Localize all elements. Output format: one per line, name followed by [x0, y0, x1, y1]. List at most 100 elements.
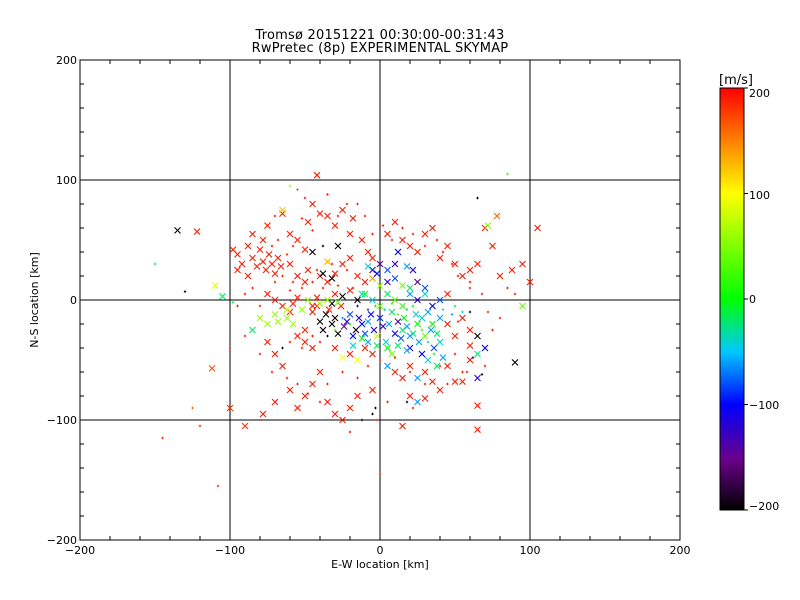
data-point-dot	[360, 418, 364, 422]
data-point-x	[349, 342, 357, 349]
x-tick-label: −200	[65, 544, 95, 557]
data-point-dot	[318, 340, 322, 344]
data-point-dot	[356, 304, 359, 308]
data-point-x	[316, 210, 324, 217]
y-tick-label: 0	[70, 294, 77, 307]
data-point-x	[424, 356, 432, 364]
colorbar-tick-label: −100	[749, 399, 779, 412]
data-point-x	[358, 320, 366, 328]
data-point-x	[361, 278, 369, 286]
data-point-x	[309, 380, 316, 388]
data-point-dot	[270, 244, 274, 248]
data-point-x	[418, 350, 426, 358]
data-point-dot	[326, 334, 329, 338]
data-point-x	[313, 171, 321, 179]
data-point-dot	[383, 308, 386, 311]
data-point-dot	[336, 214, 340, 218]
data-point-x	[174, 227, 181, 234]
y-tick-label: −200	[47, 534, 77, 547]
data-point-x	[271, 296, 279, 304]
data-point-x	[444, 320, 451, 328]
data-point-x	[526, 278, 534, 286]
data-point-dot	[288, 184, 292, 188]
data-point-x	[429, 320, 436, 328]
data-point-dot	[446, 382, 449, 386]
data-point-dot	[311, 334, 314, 338]
data-point-x	[376, 302, 384, 310]
data-point-dot	[345, 268, 349, 272]
data-point-dot	[341, 370, 344, 374]
data-point-x	[256, 314, 264, 322]
data-point-x	[388, 308, 396, 316]
data-point-x	[444, 362, 451, 370]
data-point-x	[382, 338, 390, 346]
colorbar-tick-label: 100	[749, 189, 770, 202]
data-point-x	[484, 222, 492, 229]
data-point-dot	[461, 370, 464, 374]
data-point-x	[339, 260, 346, 268]
data-point-dot	[453, 352, 457, 356]
data-point-x	[451, 260, 459, 268]
data-point-x	[358, 236, 366, 244]
data-point-x	[379, 323, 387, 330]
data-point-x	[474, 350, 481, 358]
data-point-dot	[396, 313, 400, 316]
x-tick-label: 100	[520, 544, 541, 557]
data-point-x	[294, 294, 301, 301]
data-point-x	[385, 320, 393, 328]
data-point-x	[388, 350, 396, 358]
data-point-dot	[426, 340, 430, 344]
data-point-x	[319, 270, 327, 277]
data-point-dot	[300, 217, 304, 220]
data-point-x	[319, 326, 327, 334]
data-point-x	[354, 296, 361, 304]
data-point-dot	[471, 356, 475, 359]
data-point-dot	[153, 262, 157, 266]
data-point-dot	[288, 340, 292, 344]
data-point-x	[316, 318, 324, 325]
data-point-x	[346, 311, 354, 318]
data-point-x	[309, 248, 316, 256]
data-point-dot	[356, 202, 359, 206]
data-point-x	[364, 318, 372, 325]
data-point-x	[352, 326, 360, 334]
data-point-dot	[408, 370, 412, 374]
data-point-x	[421, 230, 429, 238]
data-point-x	[399, 282, 406, 289]
data-point-x	[474, 402, 481, 409]
data-point-x	[459, 314, 466, 322]
data-point-dot	[300, 286, 304, 290]
data-point-x	[474, 374, 481, 382]
data-point-dot	[432, 352, 436, 356]
colorbar-tick-label: 200	[749, 87, 770, 100]
data-point-x	[331, 290, 339, 298]
data-point-dot	[318, 400, 322, 404]
data-point-x	[259, 236, 267, 244]
data-point-x	[369, 350, 376, 358]
data-point-dot	[258, 352, 262, 356]
data-point-dot	[243, 334, 247, 338]
data-point-x	[238, 260, 246, 268]
data-point-x	[264, 338, 271, 346]
data-point-dot	[486, 310, 490, 314]
data-point-x	[256, 246, 264, 253]
data-point-x	[406, 284, 414, 292]
data-point-dot	[291, 244, 295, 248]
data-point-x	[399, 374, 406, 382]
data-point-x	[244, 242, 252, 250]
data-point-dot	[296, 382, 299, 386]
data-point-dot	[423, 382, 427, 386]
data-point-x	[301, 326, 309, 334]
data-point-x	[397, 335, 405, 342]
data-point-x	[259, 410, 267, 418]
data-point-dot	[506, 172, 509, 176]
data-point-x	[489, 242, 496, 250]
data-point-dot	[381, 224, 385, 227]
data-point-dot	[336, 284, 340, 287]
colorbar	[719, 87, 745, 511]
data-point-x	[519, 302, 526, 310]
data-point-x	[289, 320, 297, 328]
data-point-dot	[456, 320, 460, 323]
data-point-dot	[311, 229, 314, 232]
